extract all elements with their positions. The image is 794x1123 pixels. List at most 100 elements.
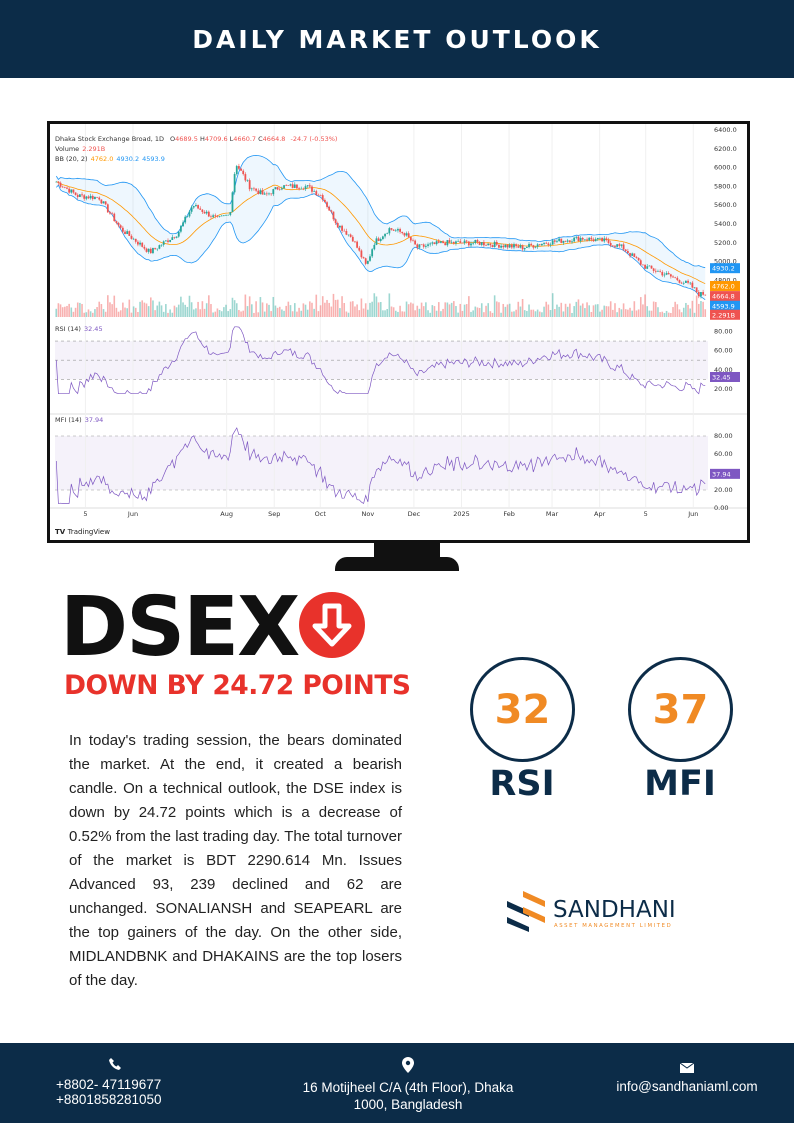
candle-body (493, 241, 496, 247)
volume-bar (76, 302, 79, 317)
volume-bar (614, 303, 616, 317)
volume-bar (319, 305, 322, 317)
volume-bar (440, 311, 442, 317)
candle-body (158, 245, 161, 249)
x-tick-label: 5 (644, 510, 648, 518)
volume-bar (229, 309, 232, 317)
volume-bar (147, 306, 150, 317)
candle-body (519, 245, 522, 248)
volume-bar (94, 309, 96, 317)
candle-body (188, 211, 191, 217)
price-badge (710, 309, 740, 320)
candle-body (624, 249, 627, 252)
candle-body (332, 211, 335, 220)
bollinger-fill (56, 155, 706, 300)
volume-bar (274, 305, 277, 317)
volume-bar (556, 304, 558, 317)
volume-bar (581, 303, 584, 317)
volume-bar (530, 309, 532, 317)
volume-bar (631, 310, 633, 317)
candle-body (491, 245, 494, 247)
volume-bar (225, 304, 227, 317)
volume-bar (235, 303, 238, 317)
volume-bar (240, 311, 242, 317)
candle-body (66, 187, 68, 189)
phone-2[interactable]: +8801858281050 (56, 1092, 162, 1107)
price-tick-label: 5000.0 (714, 258, 737, 266)
volume-bar (195, 308, 197, 317)
legend-mfi: MFI (14) 37.94 (55, 416, 103, 424)
candle-body (390, 228, 393, 230)
volume-bar (526, 310, 528, 317)
price-badge (710, 263, 740, 274)
candle-body (197, 205, 199, 209)
candle-body (274, 187, 277, 190)
volume-bar (278, 306, 281, 317)
candle-body (388, 228, 391, 234)
candle-body (657, 271, 659, 272)
candle-body (358, 247, 361, 251)
volume-bar (394, 310, 397, 317)
price-tick-label: 5400.0 (714, 220, 737, 228)
volume-bar (448, 304, 451, 317)
candle-body (603, 238, 606, 242)
candle-body (521, 245, 524, 250)
volume-bar (648, 310, 651, 317)
volume-bar (620, 309, 623, 317)
candle-body (685, 280, 687, 283)
phone-1[interactable]: +8802- 47119677 (56, 1077, 162, 1092)
volume-bar (644, 294, 646, 317)
candle-body (106, 204, 109, 213)
volume-bar (253, 312, 255, 317)
volume-bar (414, 310, 416, 317)
candle-body (137, 241, 139, 245)
volume-bar (427, 310, 429, 317)
candle-body (304, 186, 307, 190)
price-tick-label: 6200.0 (714, 145, 737, 153)
volume-bar (208, 295, 210, 317)
candle-body (179, 226, 182, 232)
price-tick-label: 4800.0 (714, 276, 737, 284)
volume-bar (373, 293, 376, 317)
volume-bar (339, 308, 341, 317)
volume-bar (584, 308, 586, 317)
candle-body (605, 238, 608, 240)
candle-body (347, 234, 350, 236)
volume-bar (523, 310, 526, 317)
volume-bar (407, 304, 410, 317)
candle-body (147, 248, 150, 252)
candle-body (70, 189, 73, 193)
candle-body (375, 238, 378, 245)
candle-body (659, 271, 662, 273)
candle-body (222, 215, 225, 217)
price-badge-label: 4930.2 (712, 265, 735, 273)
candle-body (164, 240, 167, 242)
candle-body (102, 201, 105, 204)
candle-body (55, 181, 58, 183)
candle-body (276, 187, 279, 190)
candle-body (119, 225, 122, 228)
volume-bar (251, 304, 253, 317)
price-badge-label: 37.94 (712, 470, 731, 478)
candle-body (306, 185, 309, 187)
volume-bar (579, 305, 582, 317)
candle-body (278, 189, 281, 191)
email-link[interactable]: info@sandhaniaml.com (616, 1079, 758, 1094)
candle-body (134, 238, 137, 242)
svg-text:SANDHANI: SANDHANI (553, 897, 676, 923)
volume-bar (502, 303, 505, 317)
candle-body (642, 264, 644, 266)
candle-body (141, 242, 144, 247)
x-tick-label: Sep (268, 510, 280, 518)
volume-bar (672, 307, 674, 317)
candle-body (702, 292, 704, 295)
candle-body (644, 264, 646, 269)
candle-body (485, 245, 487, 246)
volume-bar (175, 307, 178, 317)
candle-body (409, 237, 412, 241)
candle-body (523, 247, 526, 250)
volume-bar (72, 311, 75, 317)
volume-bar (289, 305, 292, 317)
candle-body (618, 244, 621, 246)
volume-bar (543, 306, 545, 317)
